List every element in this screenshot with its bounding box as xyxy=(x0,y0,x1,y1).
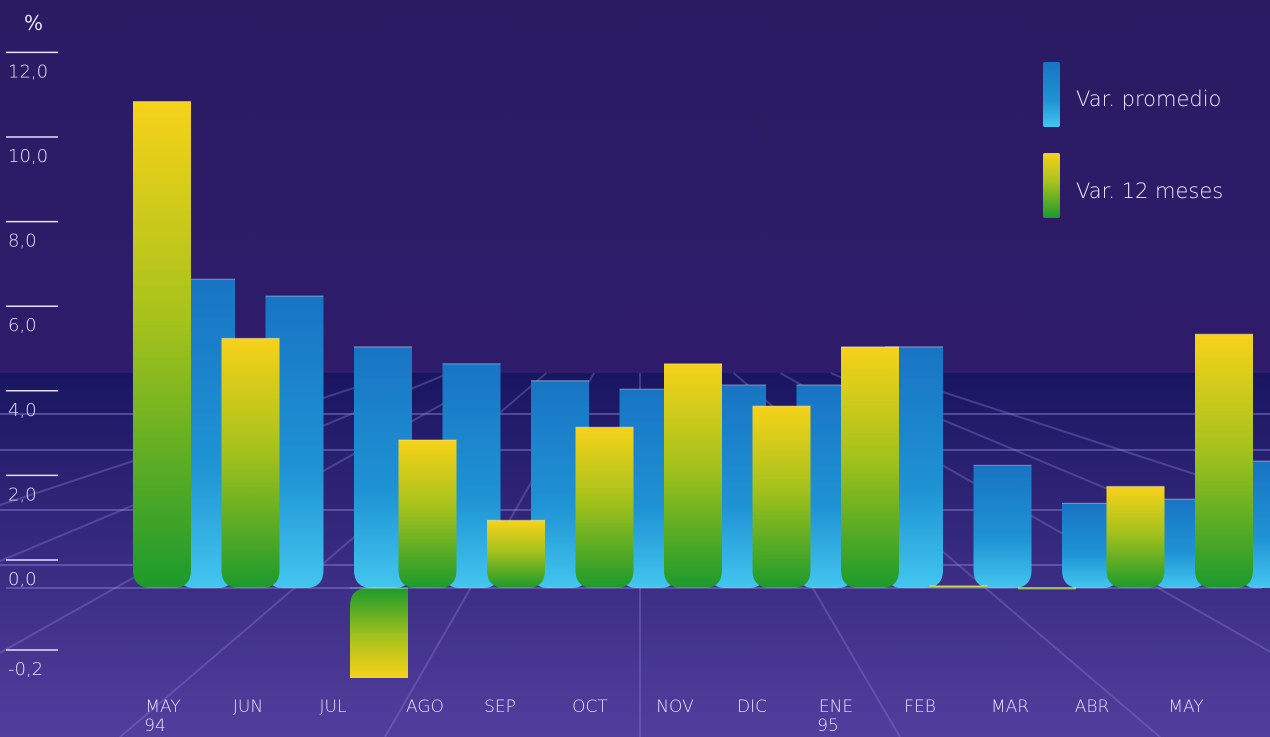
grid-perspective-line xyxy=(884,372,1270,500)
unit-label: % xyxy=(24,11,43,35)
bar-var-promedio xyxy=(177,279,235,588)
bar-var-12-meses xyxy=(929,585,988,588)
y-tick-label: -0,2 xyxy=(8,659,43,680)
x-tick-label: AGO xyxy=(406,697,444,717)
bar-var-12-meses xyxy=(752,406,811,588)
bar-var-promedio xyxy=(708,384,766,588)
x-tick-label: NOV xyxy=(656,697,694,717)
bar-var-promedio xyxy=(354,346,412,588)
bar-var-12-meses xyxy=(1106,486,1165,588)
x-tick-label: JUL xyxy=(320,697,347,717)
bars xyxy=(6,100,1270,678)
y-axis: 12,0 10,0 8,0 6,0 4,0 2,0 0,0 -0,2 xyxy=(6,51,58,680)
y-tick-label: 8,0 xyxy=(8,231,37,252)
x-tick-label: ENE xyxy=(819,697,853,717)
bar-var-promedio xyxy=(796,384,855,588)
bar-var-promedio xyxy=(1062,503,1120,588)
x-tick-label: OCT xyxy=(572,697,608,717)
bar-var-promedio xyxy=(885,346,943,588)
legend: Var. promedio Var. 12 meses xyxy=(1043,62,1223,218)
bar-var-12-meses xyxy=(133,101,191,589)
y-tick-label: 10,0 xyxy=(8,146,48,167)
x-tick-label: MAR xyxy=(991,697,1029,717)
bar-var-12-meses xyxy=(350,588,408,678)
bar-var-promedio xyxy=(1150,499,1209,588)
bar-var-12-meses xyxy=(575,427,634,588)
legend-swatch-12meses xyxy=(1043,153,1060,218)
y-tick-label: 6,0 xyxy=(8,315,37,336)
x-tick-label: MAY xyxy=(145,697,180,717)
bar-var-12-meses xyxy=(487,520,545,588)
y-tick-label: 2,0 xyxy=(8,484,37,505)
legend-label-12meses: Var. 12 meses xyxy=(1076,179,1223,203)
x-tick-sublabel: 95 xyxy=(817,716,839,736)
x-tick-label: SEP xyxy=(484,697,516,717)
bar-var-promedio xyxy=(442,363,501,588)
y-tick-label: 4,0 xyxy=(8,400,37,421)
x-tick-label: MAY xyxy=(1168,697,1203,717)
bar-var-12-meses xyxy=(221,338,280,588)
y-tick-label: 12,0 xyxy=(8,61,48,82)
x-tick-label: ABR xyxy=(1075,697,1110,717)
x-tick-label: DIC xyxy=(737,697,767,717)
bar-var-12-meses xyxy=(841,346,899,588)
bar-var-12-meses xyxy=(398,439,457,588)
bar-var-promedio xyxy=(619,389,678,588)
legend-label-promedio: Var. promedio xyxy=(1076,87,1221,111)
x-tick-label: JUN xyxy=(233,697,263,717)
bar-var-12-meses xyxy=(1195,334,1253,588)
bar-var-12-meses xyxy=(664,363,722,588)
x-tick-sublabel: 94 xyxy=(144,716,166,736)
y-tick-label: 0,0 xyxy=(8,569,37,590)
bar-var-promedio xyxy=(973,465,1032,588)
x-tick-label: FEB xyxy=(904,697,936,717)
legend-swatch-promedio xyxy=(1043,62,1060,127)
bar-var-promedio xyxy=(531,380,589,588)
bar-var-promedio xyxy=(265,296,324,588)
